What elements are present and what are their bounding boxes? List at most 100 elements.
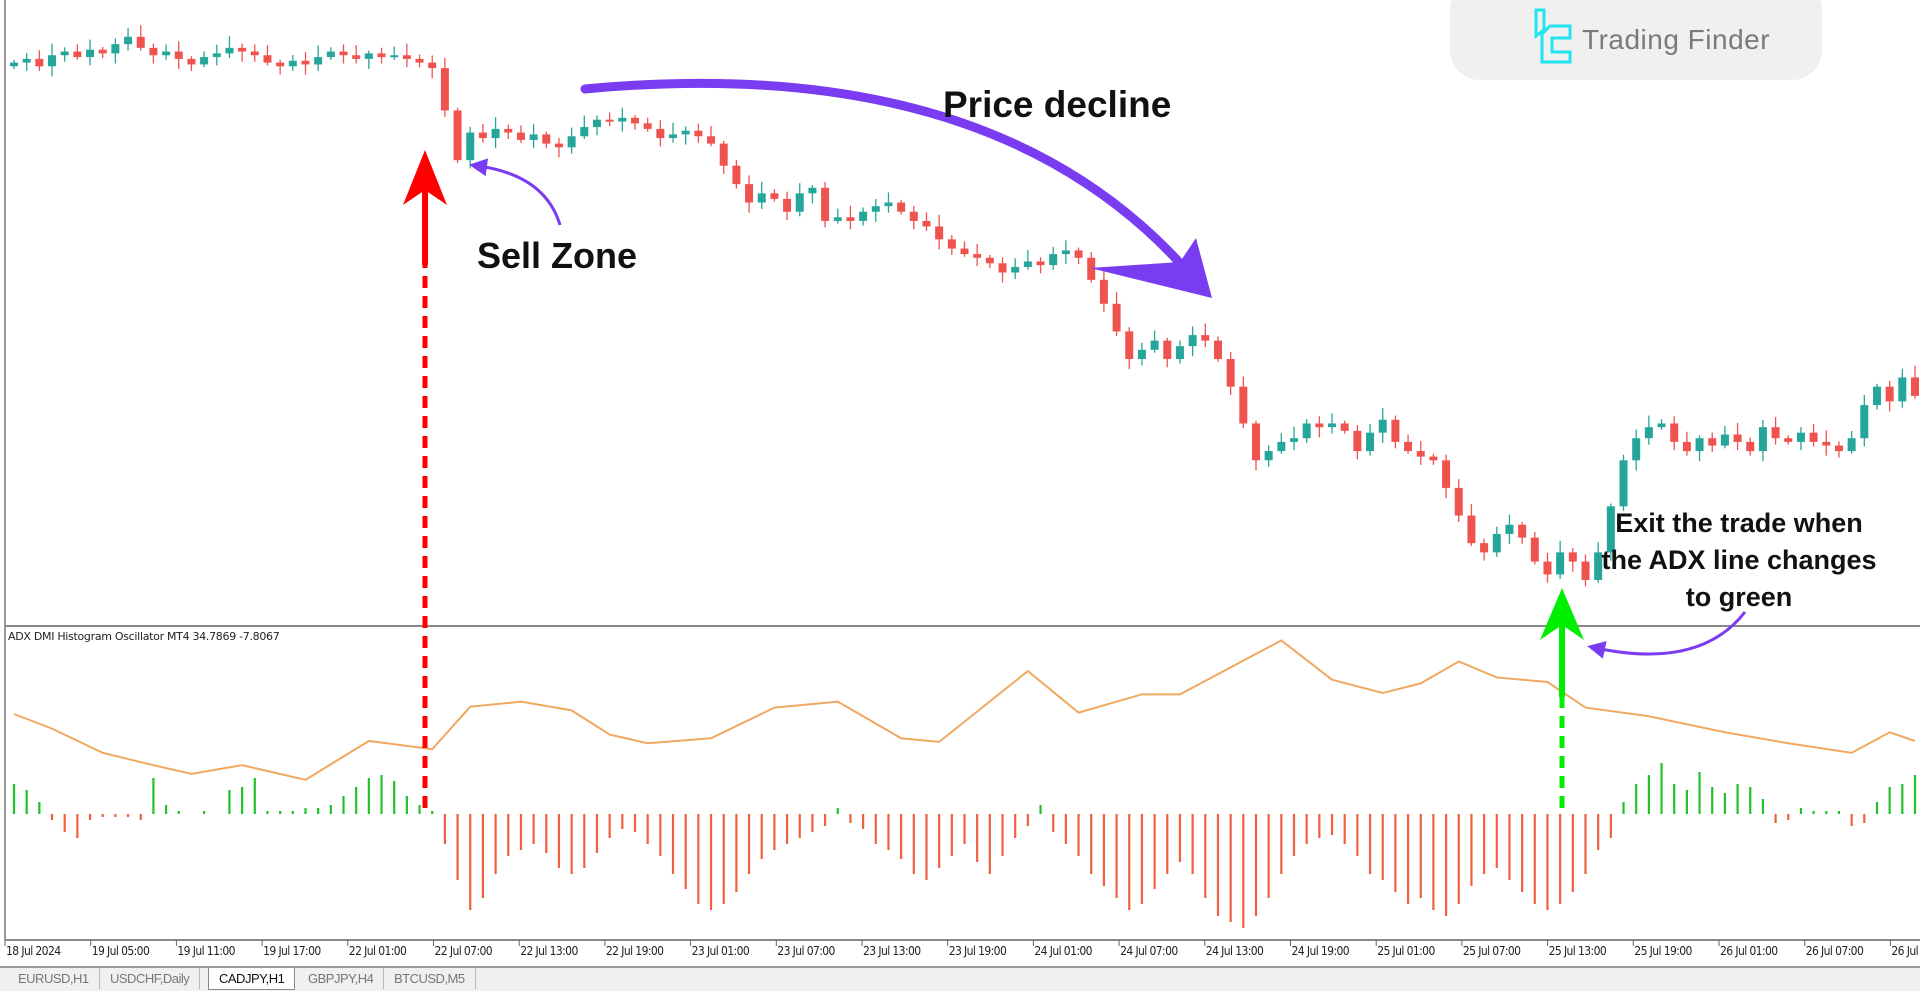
- candle-body: [1201, 335, 1210, 341]
- candle-body: [580, 127, 589, 137]
- candle-body: [377, 53, 386, 58]
- candle-body: [187, 58, 196, 65]
- price-decline-label: Price decline: [943, 84, 1172, 125]
- candle-body: [732, 165, 741, 185]
- candle-body: [1251, 423, 1260, 461]
- candle-body: [288, 60, 297, 67]
- candle-body: [1619, 460, 1628, 507]
- candle-body: [339, 51, 348, 56]
- candle-body: [326, 51, 335, 58]
- candle-body: [643, 123, 652, 129]
- candle-body: [1568, 552, 1577, 562]
- candle-body: [719, 143, 728, 166]
- candle-body: [808, 187, 817, 194]
- time-axis-label: 22 Jul 19:00: [605, 944, 664, 958]
- candle-body: [1264, 451, 1273, 461]
- exit-line-2: the ADX line changes: [1601, 545, 1877, 575]
- candle-body: [1023, 261, 1032, 267]
- candle-body: [1087, 257, 1096, 280]
- candle-body: [111, 44, 120, 54]
- candle-body: [1556, 552, 1565, 575]
- candle-body: [1175, 346, 1184, 360]
- candle-body: [225, 47, 234, 54]
- candle-body: [1885, 386, 1894, 402]
- candle-body: [1163, 340, 1172, 360]
- candle-body: [1290, 438, 1299, 442]
- tab-gbpjpy-h4[interactable]: GBPJPY,H4: [298, 968, 385, 989]
- candle-body: [1670, 423, 1679, 442]
- candle-body: [656, 128, 665, 139]
- time-axis-label: 24 Jul 07:00: [1120, 944, 1178, 958]
- candle-body: [1049, 254, 1058, 266]
- time-axis-label: 22 Jul 13:00: [520, 944, 578, 958]
- candle-body: [1606, 506, 1615, 553]
- adx-line: [13, 639, 1916, 781]
- candle-body: [1429, 456, 1438, 461]
- time-axis-label: 25 Jul 07:00: [1462, 944, 1521, 958]
- candle-body: [1391, 419, 1400, 442]
- candle-body: [592, 119, 601, 128]
- logo: [1450, 0, 1822, 80]
- candle-body: [86, 49, 95, 58]
- candle-body: [1720, 434, 1729, 446]
- candle-body: [554, 143, 563, 148]
- candle-body: [1796, 432, 1805, 442]
- price-decline-arrow: [580, 78, 1200, 285]
- candle-body: [1150, 340, 1159, 350]
- candle-body: [149, 47, 158, 56]
- candle-body: [770, 193, 779, 199]
- candle-body: [1416, 451, 1425, 457]
- candle-body: [1125, 331, 1134, 360]
- candle-body: [618, 117, 627, 122]
- candle-body: [1492, 533, 1501, 553]
- candle-body: [1860, 405, 1869, 439]
- candle-body: [22, 58, 31, 63]
- candle-body: [402, 55, 411, 59]
- candle-body: [973, 254, 982, 258]
- time-axis-label: 26 Jul 07:00: [1805, 944, 1864, 958]
- indicator-label: ADX DMI Histogram Oscillator MT4 34.7869…: [8, 630, 280, 643]
- tab-eurusd-h1[interactable]: EURUSD,H1: [8, 968, 100, 989]
- candle-body: [1733, 434, 1742, 442]
- candle-body: [1505, 524, 1514, 534]
- candle-body: [1872, 386, 1881, 406]
- candle-body: [1847, 438, 1856, 452]
- histogram: [12, 763, 1917, 928]
- tab-usdchf-daily[interactable]: USDCHF,Daily: [100, 968, 201, 989]
- candle-body: [694, 130, 703, 137]
- candle-body: [1518, 524, 1527, 538]
- candle-body: [1239, 386, 1248, 424]
- candle-body: [1302, 423, 1311, 439]
- candle-body: [871, 206, 880, 212]
- candle-body: [174, 51, 183, 59]
- tab-cadjpy-h1[interactable]: CADJPY,H1: [208, 968, 296, 990]
- time-axis-label: 19 Jul 05:00: [91, 944, 150, 958]
- candle-body: [1454, 487, 1463, 516]
- candle-body: [1581, 561, 1590, 580]
- time-axis-label: 24 Jul 19:00: [1291, 944, 1350, 958]
- candle-body: [935, 226, 944, 240]
- candle-body: [1543, 561, 1552, 575]
- tab-btcusd-m5[interactable]: BTCUSD,M5: [384, 968, 476, 989]
- candle-body: [1074, 250, 1083, 258]
- candle-body: [922, 220, 931, 227]
- candle-body: [491, 128, 500, 139]
- candle-body: [263, 55, 272, 63]
- candle-body: [1011, 266, 1020, 273]
- exit-arrow-head-icon: [1540, 588, 1584, 640]
- candle-body: [1822, 441, 1831, 446]
- candle-body: [846, 217, 855, 221]
- candle-body: [1340, 423, 1349, 431]
- candle-body: [783, 198, 792, 212]
- candle-body: [1644, 427, 1653, 439]
- candle-body: [124, 36, 133, 45]
- candle-body: [35, 58, 44, 67]
- candle-body: [1277, 441, 1286, 452]
- candle-body: [707, 136, 716, 144]
- time-axis-label: 23 Jul 13:00: [863, 944, 921, 958]
- time-axis-ticks: [4, 940, 1891, 946]
- candle-body: [833, 217, 842, 221]
- candle-body: [1594, 552, 1603, 580]
- candle-body: [567, 136, 576, 148]
